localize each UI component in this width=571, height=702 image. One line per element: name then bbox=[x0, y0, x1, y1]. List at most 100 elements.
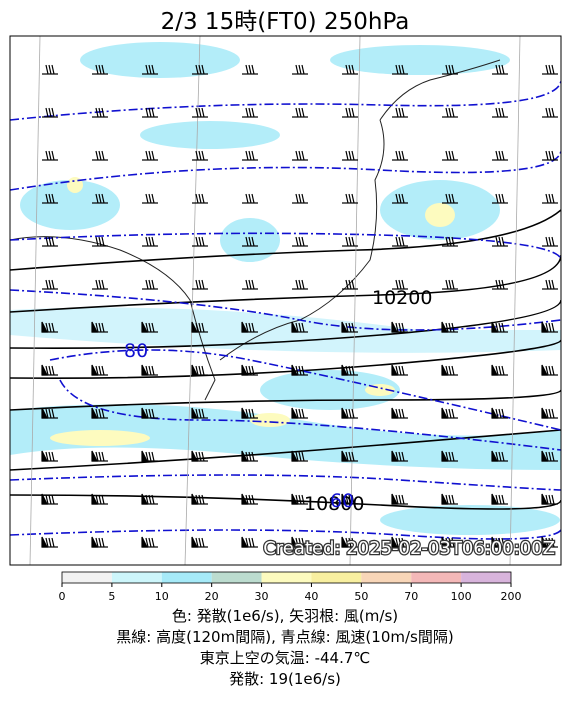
barb-feather bbox=[448, 451, 452, 462]
barb-feather bbox=[351, 537, 355, 548]
barb-feather bbox=[295, 494, 299, 505]
wind-barb bbox=[291, 536, 308, 548]
wind-barb bbox=[91, 536, 108, 548]
wind-barb bbox=[141, 364, 158, 376]
barb-feather bbox=[545, 537, 549, 548]
barb-feather bbox=[498, 64, 502, 75]
wind-barb bbox=[42, 279, 58, 290]
barb-feather bbox=[401, 236, 405, 247]
barb-flag bbox=[91, 450, 98, 462]
barb-feather bbox=[301, 107, 305, 118]
barb-feather bbox=[345, 451, 349, 462]
wind-barb bbox=[491, 536, 508, 548]
barb-feather bbox=[48, 365, 52, 376]
colorbar-segment bbox=[411, 572, 462, 583]
barb-feather bbox=[245, 107, 249, 118]
barb-feather bbox=[395, 279, 399, 290]
wind-barb bbox=[491, 407, 508, 419]
wind-barb bbox=[41, 536, 58, 548]
barb-feather bbox=[498, 107, 502, 118]
map-frame bbox=[9, 35, 562, 566]
barb-feather bbox=[201, 537, 205, 548]
barb-feather bbox=[48, 150, 52, 161]
barb-feather bbox=[101, 322, 105, 333]
caption-line: 黒線: 高度(120m間隔), 青点線: 風速(10m/s間隔) bbox=[116, 628, 453, 646]
wind-barb bbox=[142, 279, 158, 290]
barb-feather bbox=[298, 408, 302, 419]
barb-feather bbox=[148, 365, 152, 376]
barb-feather bbox=[51, 150, 55, 161]
colorbar-tick-label: 5 bbox=[108, 590, 115, 603]
barb-feather bbox=[498, 236, 502, 247]
barb-feather bbox=[445, 107, 449, 118]
barb-feather bbox=[451, 64, 455, 75]
barb-feather bbox=[245, 494, 249, 505]
colorbar-tick-label: 40 bbox=[304, 590, 318, 603]
map: 10200 80 10800 60 Created: 2025-02-03T06… bbox=[10, 36, 561, 565]
barb-feather bbox=[448, 365, 452, 376]
contour-label: 80 bbox=[124, 340, 148, 362]
barb-feather bbox=[501, 107, 505, 118]
barb-flag bbox=[341, 364, 348, 376]
wind-barb bbox=[291, 407, 308, 419]
barb-feather bbox=[448, 537, 452, 548]
wind-barb bbox=[191, 364, 208, 376]
barb-feather bbox=[195, 537, 199, 548]
barb-feather bbox=[545, 150, 549, 161]
barb-feather bbox=[551, 408, 555, 419]
barb-feather bbox=[51, 494, 55, 505]
barb-feather bbox=[501, 494, 505, 505]
wind-barb bbox=[291, 364, 308, 376]
barb-flag bbox=[491, 450, 498, 462]
barb-flag bbox=[491, 536, 498, 548]
barb-feather bbox=[345, 537, 349, 548]
barb-flag bbox=[291, 450, 298, 462]
barb-flag bbox=[441, 493, 448, 505]
barb-feather bbox=[298, 537, 302, 548]
wind-barb bbox=[341, 536, 358, 548]
colorbar-tick-label: 70 bbox=[404, 590, 418, 603]
barb-feather bbox=[545, 279, 549, 290]
wind-barb bbox=[142, 193, 158, 204]
barb-feather bbox=[101, 279, 105, 290]
barb-feather bbox=[445, 537, 449, 548]
barb-feather bbox=[98, 451, 102, 462]
barb-feather bbox=[248, 365, 252, 376]
barb-feather bbox=[295, 322, 299, 333]
wind-barb bbox=[191, 536, 208, 548]
barb-feather bbox=[301, 365, 305, 376]
barb-feather bbox=[545, 494, 549, 505]
barb-feather bbox=[145, 150, 149, 161]
barb-feather bbox=[495, 107, 499, 118]
barb-feather bbox=[501, 64, 505, 75]
barb-feather bbox=[95, 451, 99, 462]
barb-feather bbox=[348, 193, 352, 204]
created-stamp: Created: 2025-02-03T06:00:00Z bbox=[263, 538, 555, 559]
wind-barb bbox=[542, 279, 558, 290]
wind-barb bbox=[542, 64, 558, 75]
barb-feather bbox=[445, 494, 449, 505]
barb-feather bbox=[448, 107, 452, 118]
wind-barb bbox=[41, 364, 58, 376]
barb-feather bbox=[401, 150, 405, 161]
barb-feather bbox=[348, 150, 352, 161]
barb-flag bbox=[341, 450, 348, 462]
barb-feather bbox=[445, 365, 449, 376]
barb-feather bbox=[548, 150, 552, 161]
wind-barb bbox=[441, 407, 458, 419]
wind-barb bbox=[441, 493, 458, 505]
wind-barb bbox=[542, 236, 558, 247]
barb-feather bbox=[48, 537, 52, 548]
barb-feather bbox=[98, 236, 102, 247]
barb-feather bbox=[298, 322, 302, 333]
barb-feather bbox=[445, 279, 449, 290]
barb-feather bbox=[195, 322, 199, 333]
barb-feather bbox=[101, 64, 105, 75]
wind-barb bbox=[241, 536, 258, 548]
barb-feather bbox=[345, 365, 349, 376]
barb-feather bbox=[201, 64, 205, 75]
barb-feather bbox=[395, 537, 399, 548]
wind-barb bbox=[342, 193, 358, 204]
barb-feather bbox=[395, 107, 399, 118]
